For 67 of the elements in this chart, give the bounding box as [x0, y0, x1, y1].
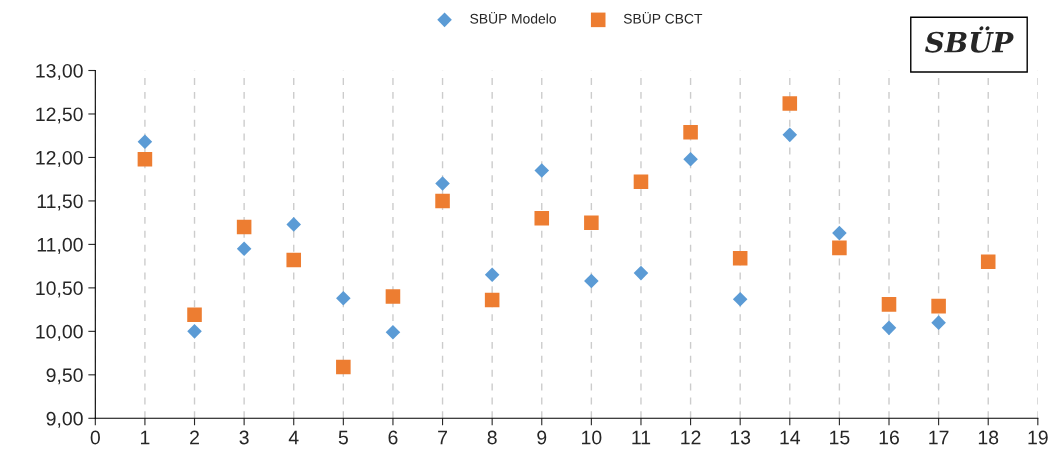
x-tick-label: 7: [438, 430, 447, 445]
y-tick-label: 10,00: [36, 324, 83, 341]
point: [137, 151, 153, 167]
point: [435, 176, 450, 191]
point: [584, 273, 599, 289]
point: [633, 265, 649, 281]
x-tick-label: 17: [929, 430, 949, 445]
point: [187, 324, 202, 339]
y-tick-label: 12,50: [36, 107, 83, 124]
point: [881, 297, 897, 312]
point: [137, 134, 153, 150]
x-tick-label: 2: [190, 430, 199, 445]
point: [881, 320, 897, 336]
point: [980, 254, 996, 270]
y-tick-label: 11,50: [37, 194, 83, 211]
point: [534, 211, 550, 226]
point: [236, 241, 252, 257]
x-tick-label: 13: [730, 430, 751, 445]
x-tick-label: 11: [632, 430, 651, 445]
point: [236, 219, 252, 235]
chart-title: SBÜP: [925, 26, 1014, 53]
x-tick-label: 14: [780, 430, 801, 445]
x-tick-label: 8: [487, 430, 497, 445]
point: [732, 251, 748, 266]
y-tick-label: 9,50: [46, 368, 83, 385]
point: [286, 217, 302, 232]
x-tick-label: 15: [830, 430, 850, 445]
point: [931, 315, 946, 330]
legend-label: SBÜP CBCT: [623, 11, 703, 24]
point: [534, 163, 550, 178]
x-tick-label: 4: [288, 430, 299, 445]
point: [732, 291, 748, 307]
point: [782, 96, 798, 111]
x-tick-label: 10: [582, 430, 602, 445]
x-tick-label: 6: [388, 430, 398, 445]
x-tick-label: 18: [978, 430, 999, 445]
y-tick-label: 10,50: [36, 281, 83, 298]
point: [286, 252, 302, 268]
point: [336, 359, 351, 375]
y-tick-label: 11,00: [37, 237, 83, 254]
x-tick-label: 5: [338, 430, 348, 445]
point: [683, 124, 698, 140]
point: [385, 324, 401, 340]
x-tick-label: 3: [239, 430, 249, 445]
point: [484, 267, 500, 283]
point: [683, 151, 698, 167]
point: [336, 291, 351, 306]
y-tick-label: 13,00: [36, 63, 83, 81]
x-tick-label: 12: [681, 430, 701, 445]
x-tick-label: 0: [90, 430, 100, 445]
y-tick-label: 12,00: [36, 150, 83, 167]
point: [435, 193, 450, 209]
point: [584, 215, 599, 230]
legend-label: SBÜP Modelo: [470, 11, 556, 24]
x-tick-label: 9: [537, 430, 547, 445]
point: [385, 289, 401, 304]
y-tick-label: 9,00: [46, 411, 83, 428]
point: [931, 298, 946, 314]
point: [187, 307, 202, 323]
x-tick-label: 16: [879, 430, 899, 445]
x-tick-label: 1: [140, 430, 150, 445]
point: [633, 174, 649, 190]
point: [832, 240, 847, 256]
x-tick-label: 19: [1028, 430, 1048, 445]
point: [484, 292, 500, 308]
point: [782, 127, 798, 143]
point: [832, 225, 847, 241]
